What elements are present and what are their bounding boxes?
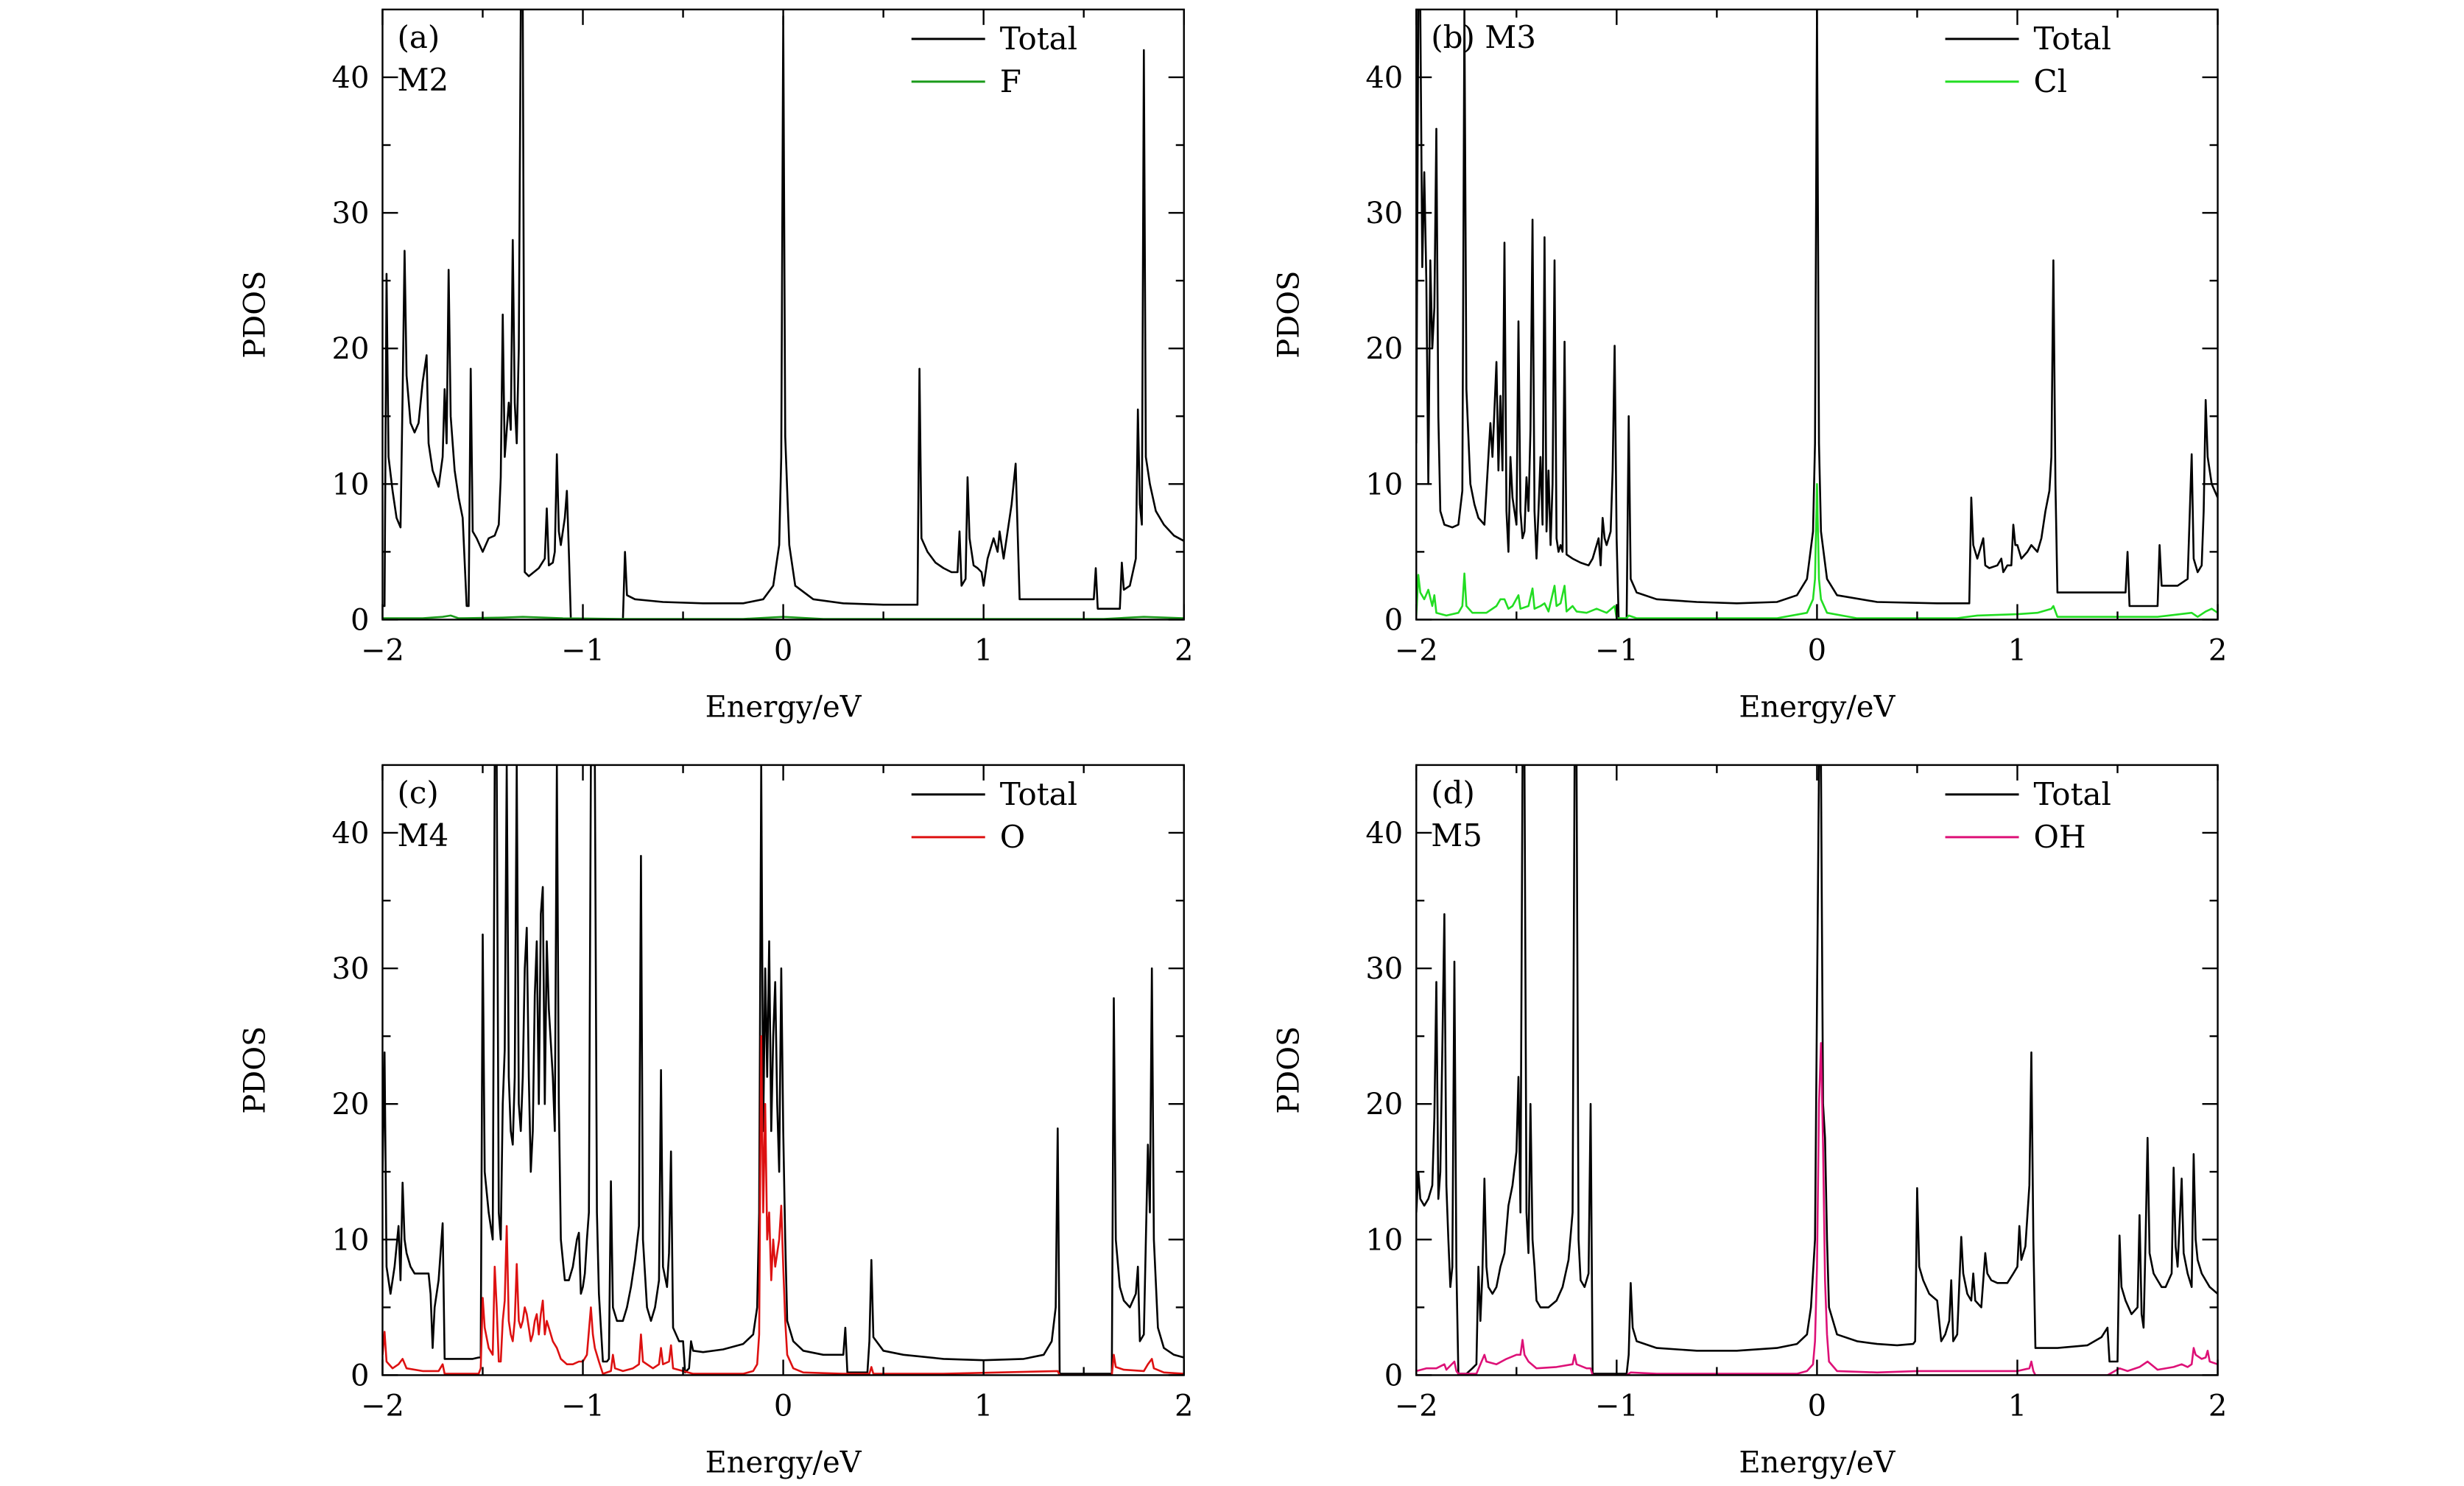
x-tick-label: 1 [974, 633, 993, 667]
y-axis: 0 10 20 30 40 [332, 61, 1184, 637]
panel-label: (a) [397, 19, 440, 55]
legend: Total Cl [1945, 21, 2111, 99]
x-axis: −2 −1 0 1 2 [1395, 9, 2227, 667]
panel-label: (b) M3 [1431, 19, 1536, 55]
x-tick-label: 2 [1175, 1389, 1193, 1423]
series-line-total [382, 764, 1184, 1375]
x-tick-label: 2 [1175, 633, 1193, 667]
legend-label-total: Total [2034, 776, 2111, 812]
legend: Total OH [1945, 776, 2111, 855]
y-tick-label: 30 [332, 197, 370, 230]
chart-panel-4: −2 −1 0 1 2 Energy/eV 0 10 20 30 40 PDOS (d) M5 Total O… [1272, 764, 2227, 1479]
y-axis: 0 10 20 30 40 [1365, 817, 2218, 1392]
legend-label-total: Total [1000, 776, 1077, 812]
x-tick-label: 2 [2208, 1389, 2227, 1423]
y-tick-label: 20 [1365, 1088, 1403, 1121]
x-tick-label: 0 [774, 633, 792, 667]
y-tick-label: 0 [1384, 1359, 1403, 1392]
y-tick-label: 20 [332, 1088, 370, 1121]
x-tick-label: −1 [1595, 633, 1638, 667]
y-tick-label: 30 [1365, 197, 1403, 230]
y-axis-label: PDOS [1272, 271, 1306, 359]
x-axis-label: Energy/eV [705, 1445, 862, 1479]
y-axis-label: PDOS [238, 1027, 272, 1114]
x-axis-label: Energy/eV [1739, 1445, 1895, 1479]
plot-area [1416, 9, 2218, 620]
y-tick-label: 0 [1384, 603, 1403, 637]
chart-panel-3: −2 −1 0 1 2 Energy/eV 0 10 20 30 40 PDOS (c) M4 Total O [238, 764, 1193, 1479]
y-tick-label: 0 [351, 603, 369, 637]
chart-panel-2: −2 −1 0 1 2 Energy/eV 0 10 20 30 40 PDOS (b) M3 Total… [1272, 8, 2227, 724]
y-tick-label: 20 [1365, 332, 1403, 366]
x-tick-label: −2 [361, 1389, 404, 1423]
structure-label: M2 [397, 62, 448, 98]
plot-area [382, 9, 1184, 620]
legend-label-oh: OH [2034, 819, 2086, 855]
x-axis: −2 −1 0 1 2 [361, 9, 1193, 667]
y-axis: 0 10 20 30 40 [332, 817, 1184, 1392]
x-tick-label: −2 [1395, 633, 1438, 667]
y-tick-label: 40 [332, 817, 370, 851]
y-tick-label: 10 [332, 468, 370, 501]
structure-label: M5 [1431, 817, 1482, 853]
x-tick-label: −1 [561, 1389, 605, 1423]
chart-panel-1: −2 −1 0 1 2 Energy/eV 0 10 20 30 40 PDOS (a) M2 Total F [238, 8, 1193, 724]
x-axis: −2 −1 0 1 2 [361, 764, 1193, 1423]
y-tick-label: 40 [332, 61, 370, 95]
y-tick-label: 0 [351, 1359, 369, 1392]
plot-area [1416, 764, 2218, 1376]
y-tick-label: 40 [1365, 817, 1403, 851]
x-tick-label: 0 [1808, 633, 1826, 667]
x-tick-label: 1 [974, 1389, 993, 1423]
y-axis-label: PDOS [238, 271, 272, 359]
y-tick-label: 10 [1365, 1223, 1403, 1257]
x-tick-label: 0 [774, 1389, 792, 1423]
y-tick-label: 30 [1365, 952, 1403, 986]
x-axis-label: Energy/eV [705, 690, 862, 724]
series-line-total [1416, 9, 2218, 620]
x-tick-label: −2 [361, 633, 404, 667]
legend-label-f: F [1000, 63, 1021, 99]
legend-label-total: Total [1000, 21, 1077, 57]
legend-label-total: Total [2034, 21, 2111, 57]
x-axis-label: Energy/eV [1739, 690, 1895, 724]
y-tick-label: 30 [332, 952, 370, 986]
x-tick-label: −1 [1595, 1389, 1638, 1423]
legend: Total F [911, 21, 1077, 99]
series-line-oh [1416, 1042, 2218, 1376]
legend-label-o: O [1000, 819, 1025, 855]
x-tick-label: 0 [1808, 1389, 1826, 1423]
x-tick-label: 1 [2008, 1389, 2027, 1423]
y-axis-label: PDOS [1272, 1027, 1306, 1114]
series-line-total [1416, 764, 2218, 1375]
plot-area [382, 764, 1184, 1376]
series-line-o [382, 1035, 1184, 1376]
structure-label: M4 [397, 817, 448, 853]
legend-label-cl: Cl [2034, 63, 2068, 99]
x-tick-label: −2 [1395, 1389, 1438, 1423]
y-tick-label: 20 [332, 332, 370, 366]
y-axis: 0 10 20 30 40 [1365, 61, 2218, 637]
x-axis: −2 −1 0 1 2 [1395, 764, 2227, 1423]
x-tick-label: −1 [561, 633, 605, 667]
panel-label: (c) [397, 775, 438, 811]
x-tick-label: 2 [2208, 633, 2227, 667]
series-line-total [382, 9, 1184, 620]
panel-label: (d) [1431, 775, 1475, 811]
y-tick-label: 40 [1365, 61, 1403, 95]
y-tick-label: 10 [332, 1223, 370, 1257]
y-tick-label: 10 [1365, 468, 1403, 501]
legend: Total O [911, 776, 1077, 855]
x-tick-label: 1 [2008, 633, 2027, 667]
series-line-cl [1416, 483, 2218, 619]
